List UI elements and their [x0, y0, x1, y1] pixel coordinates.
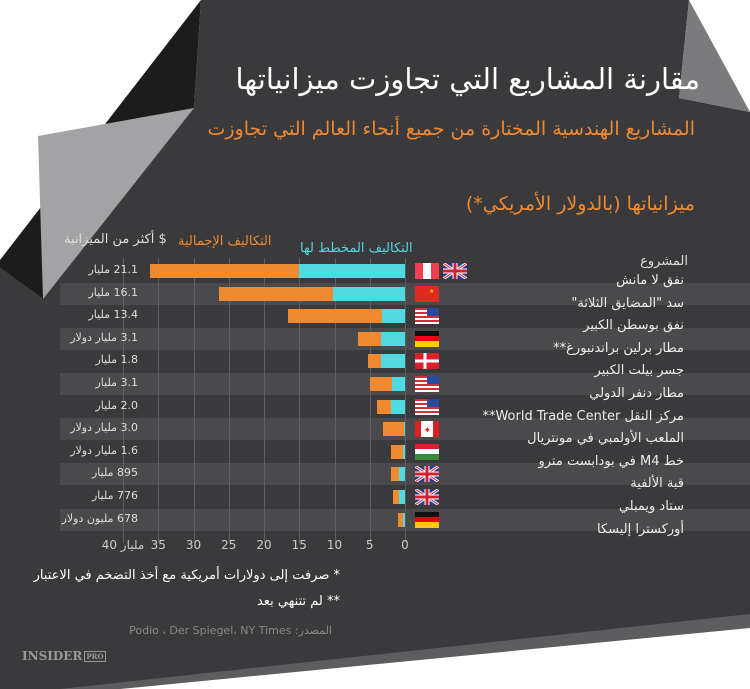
bar-planned-cost [392, 377, 405, 391]
x-tick-label: 0 [401, 538, 409, 552]
over-budget-value: 21.1 مليار [88, 263, 138, 276]
bar-planned-cost [381, 331, 405, 346]
bar-planned-cost [398, 467, 405, 482]
gridline [264, 258, 265, 543]
bar-planned-cost [381, 354, 405, 369]
over-budget-header: $ أكثر من الميزانية [64, 232, 167, 247]
gridline [193, 258, 195, 543]
svg-text:★: ★ [429, 288, 434, 295]
over-budget-value: 3.1 مليار [95, 376, 138, 389]
bar-planned-cost [402, 444, 405, 459]
hu-flag-icon [415, 443, 439, 460]
x-tick-label: 25 [221, 538, 237, 552]
bar-planned-cost [404, 422, 405, 437]
bar-total-cost [390, 444, 405, 459]
us-flag-icon [415, 376, 439, 392]
uk-flag-icon [414, 465, 440, 484]
bar-planned-cost [299, 264, 405, 278]
x-tick-label: 5 [365, 538, 374, 552]
source-credit: المصدر: Podio ، Der Spiegel، NY Times [129, 624, 332, 637]
gridline [123, 258, 124, 543]
bar-planned-cost [402, 512, 405, 527]
logo-badge: PRO [84, 651, 106, 662]
x-tick-label: 15 [291, 538, 307, 552]
over-budget-value: 3.1 مليار دولار [70, 330, 138, 344]
gridline [405, 258, 406, 543]
footnote-unfinished: ** لم تتنهي بعد [256, 594, 340, 609]
fr-flag-icon [415, 263, 439, 279]
over-budget-value: 776 مليار [91, 489, 138, 502]
gridline [228, 258, 230, 543]
gridline [299, 258, 301, 543]
cn-flag-icon: ★ [415, 285, 439, 302]
bar-total-cost [383, 422, 405, 437]
chart-title: مقارنة المشاريع التي تجاوزت ميزانياتها [235, 62, 700, 96]
project-name: قبة الألفية [630, 476, 684, 492]
x-tick-label: 10 [326, 538, 343, 552]
over-budget-value: 1.6 مليار دولار [70, 443, 138, 457]
de-flag-icon [415, 511, 439, 528]
over-budget-value: 16.1 مليار [88, 285, 138, 299]
bar-planned-cost [333, 286, 405, 301]
uk-flag-icon [442, 261, 468, 281]
project-name: سد "المضايق الثلاثة" [571, 295, 684, 311]
project-header: المشروع [640, 254, 688, 269]
over-budget-value: 3.0 مليار دولار [70, 421, 138, 435]
gridline [158, 258, 160, 543]
us-flag-icon [415, 398, 439, 415]
dk-flag-icon [415, 353, 439, 370]
uk-flag-icon [414, 487, 440, 507]
over-budget-value: 2.0 مليار [95, 398, 138, 412]
x-tick-label: 20 [256, 538, 272, 552]
total-cost-legend: التكاليف الإجمالية [178, 234, 272, 249]
gridline [369, 258, 371, 543]
project-name: ستاد ويمبلي [618, 499, 684, 514]
footnote-inflation: * صرفت إلى دولارات أمريكية مع أخذ التضخم… [33, 568, 340, 583]
planned-cost-legend: التكاليف المخطط لها [300, 241, 413, 256]
project-name: الملعب الأولمبي في مونتريال [527, 431, 684, 447]
project-name: أوركسترا إليسكا [596, 521, 684, 537]
us-flag-icon [415, 308, 439, 325]
over-budget-value: 678 مليون دولار [61, 511, 138, 525]
x-tick-label: 30 [185, 538, 202, 552]
over-budget-value: 13.4 مليار [88, 308, 138, 322]
svg-text:✦: ✦ [424, 426, 432, 436]
project-name: مطار دنفر الدولي [589, 386, 684, 401]
x-tick-label: 40 مليار [101, 538, 145, 552]
bar-total-cost [287, 309, 405, 324]
de-flag-icon [415, 330, 439, 347]
project-name: خط M4 في بودابست مترو [538, 453, 684, 469]
insider-pro-logo: INSIDER PRO [22, 649, 106, 663]
project-name: مركز النقل World Trade Center** [482, 408, 684, 424]
over-budget-value: 895 مليار [91, 466, 138, 480]
ca-flag-icon: ✦ [415, 421, 439, 438]
project-name: نفق لا مانش [616, 273, 684, 288]
bar-total-cost [397, 512, 405, 527]
bar-planned-cost [382, 309, 405, 324]
chart-subtitle-line-2: ميزانياتها (بالدولار الأمريكي*) [465, 193, 695, 215]
gridline [334, 258, 336, 543]
bar-planned-cost [390, 399, 405, 414]
chart-subtitle-line-1: المشاريع الهندسية المختارة من جميع أنحاء… [207, 118, 695, 140]
logo-text: INSIDER [22, 649, 83, 663]
project-name: نفق بوسطن الكبير [583, 318, 684, 334]
x-tick-label: 35 [150, 538, 166, 552]
over-budget-value: 1.8 مليار [95, 353, 138, 367]
project-name: مطار برلين براندنبورغ** [553, 340, 684, 356]
bar-planned-cost [398, 490, 405, 504]
project-name: جسر بيلت الكبير [594, 363, 684, 379]
